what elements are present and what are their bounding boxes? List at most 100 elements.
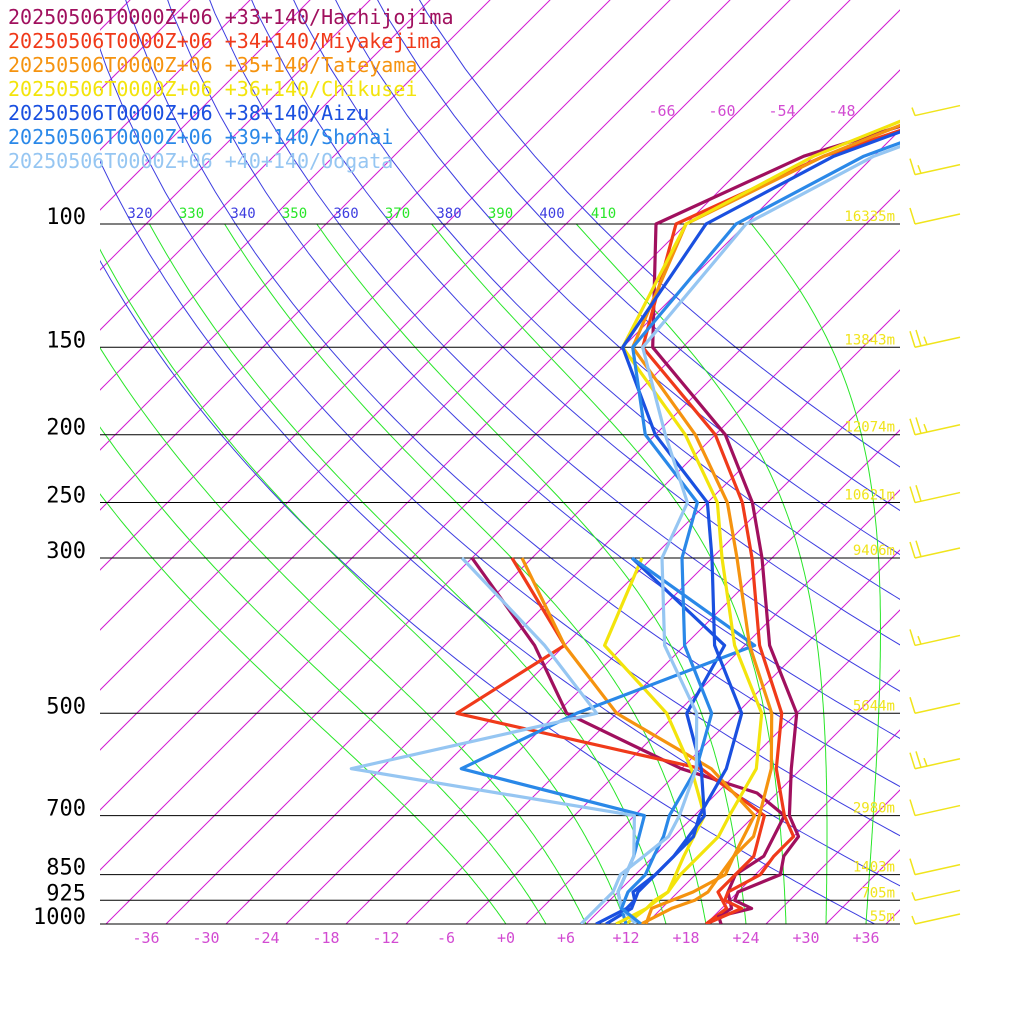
temperature-axis-labels: -36 -30 -24 -18 -12 -6 +0 +6 +12 +18 +24 +30 +36 [132, 929, 879, 947]
wind-barb [909, 158, 961, 176]
isotherm-line [100, 0, 731, 631]
temperature-tick-label: -24 [252, 929, 279, 947]
upper-isotherm-labels: -66 -60 -54 -48 [648, 102, 855, 120]
legend-entry: 20250506T0000Z+06 +40+140/Oogata [8, 149, 393, 173]
theta-label: 350 [282, 206, 307, 222]
isotherm-line [100, 9, 900, 811]
height-label: 705m [861, 885, 895, 901]
upper-isotherm-label: -60 [708, 102, 735, 120]
temperature-tick-label: +6 [557, 929, 575, 947]
isotherm-line [165, 189, 900, 924]
height-label: 10621m [844, 488, 895, 504]
temperature-tick-label: +24 [732, 929, 759, 947]
theta-label: 360 [333, 206, 358, 222]
dewpoint-profile-line [455, 557, 766, 924]
isotherm-lines [100, 0, 900, 924]
wind-barb [909, 858, 961, 876]
isotherm-line [100, 0, 551, 451]
pressure-label: 925 [46, 881, 86, 906]
wind-barb [909, 207, 961, 225]
dry-adiabat-line [377, 0, 900, 512]
dewpoint-profile-line [349, 556, 638, 924]
temperature-profile-line [651, 124, 900, 924]
temperature-tick-label: +36 [852, 929, 879, 947]
isotherm-line [405, 429, 900, 924]
theta-label: 400 [539, 206, 564, 222]
dry-adiabat-line [293, 0, 900, 600]
temperature-tick-label: +30 [792, 929, 819, 947]
pressure-label: 200 [46, 416, 86, 441]
isotherm-line [585, 609, 900, 924]
dry-adiabat-line [418, 0, 900, 468]
upper-isotherm-label: -48 [828, 102, 855, 120]
temperature-profile-line [579, 144, 900, 924]
height-label: 2980m [853, 801, 895, 817]
pressure-label: 500 [46, 694, 86, 719]
isotherm-line [100, 0, 371, 271]
dry-adiabat-line [335, 0, 900, 556]
isotherm-line [100, 0, 491, 391]
height-label: 9406m [853, 543, 895, 559]
dry-adiabat-line [167, 0, 900, 740]
dry-adiabat-line [125, 0, 900, 788]
height-labels: 16335m 13843m 12074m 10621m 9406m 5644m 2980m 1… [844, 209, 895, 925]
wind-barb [909, 629, 961, 647]
temperature-profile-line [620, 141, 900, 924]
isotherm-line [100, 0, 251, 151]
isobar-lines [100, 223, 900, 925]
legend: 20250506T0000Z+06 +33+140/Hachijojima202… [8, 5, 454, 173]
isotherm-line [100, 0, 431, 331]
temperature-tick-label: +12 [612, 929, 639, 947]
pressure-label: 300 [46, 539, 86, 564]
isotherm-line [645, 669, 900, 924]
temperature-tick-label: -12 [372, 929, 399, 947]
theta-label: 370 [385, 206, 410, 222]
isotherm-line [100, 0, 611, 511]
pressure-label: 700 [46, 797, 86, 822]
isotherm-line [105, 129, 900, 924]
temperature-tick-label: +18 [672, 929, 699, 947]
legend-entry: 20250506T0000Z+06 +33+140/Hachijojima [8, 5, 454, 29]
pressure-label: 250 [46, 484, 86, 509]
dry-adiabat-line [251, 0, 900, 646]
legend-entry: 20250506T0000Z+06 +34+140/Miyakejima [8, 29, 441, 53]
wind-barb [909, 799, 961, 817]
dry-adiabat-lines [100, 0, 900, 924]
theta-label: 330 [179, 206, 204, 222]
upper-isotherm-label: -54 [768, 102, 795, 120]
temperature-tick-label: -18 [312, 929, 339, 947]
temperature-profile-line [641, 128, 900, 924]
height-label: 1403m [853, 860, 895, 876]
isotherm-line [525, 549, 900, 924]
wind-barbs [909, 104, 961, 925]
height-label: 5644m [853, 698, 895, 714]
isotherm-line [705, 729, 900, 924]
dry-adiabat-line [100, 160, 900, 887]
height-label: 12074m [844, 420, 895, 436]
legend-entry: 20250506T0000Z+06 +35+140/Tateyama [8, 53, 417, 77]
wind-barb [909, 751, 961, 770]
wind-barb [909, 697, 961, 715]
temperature-tick-label: -36 [132, 929, 159, 947]
wind-barb [909, 417, 961, 436]
theta-label: 380 [436, 206, 461, 222]
isotherm-line [285, 309, 900, 924]
temperature-tick-label: -30 [192, 929, 219, 947]
isotherm-line [345, 369, 900, 924]
height-label: 13843m [844, 332, 895, 348]
height-label: 55m [870, 909, 895, 925]
pressure-label: 1000 [33, 905, 86, 930]
upper-isotherm-label: -66 [648, 102, 675, 120]
pressure-label: 850 [46, 856, 86, 881]
wind-barb [911, 913, 961, 925]
theta-label: 340 [230, 206, 255, 222]
dry-adiabat-line [209, 0, 900, 692]
theta-label: 320 [127, 206, 152, 222]
wind-barb [909, 485, 961, 504]
wind-barb [909, 540, 961, 559]
temperature-tick-label: -6 [437, 929, 455, 947]
theta-labels: 320 330 340 350 360 370 380 390 400 410 [127, 206, 616, 222]
isotherm-line [100, 0, 791, 691]
